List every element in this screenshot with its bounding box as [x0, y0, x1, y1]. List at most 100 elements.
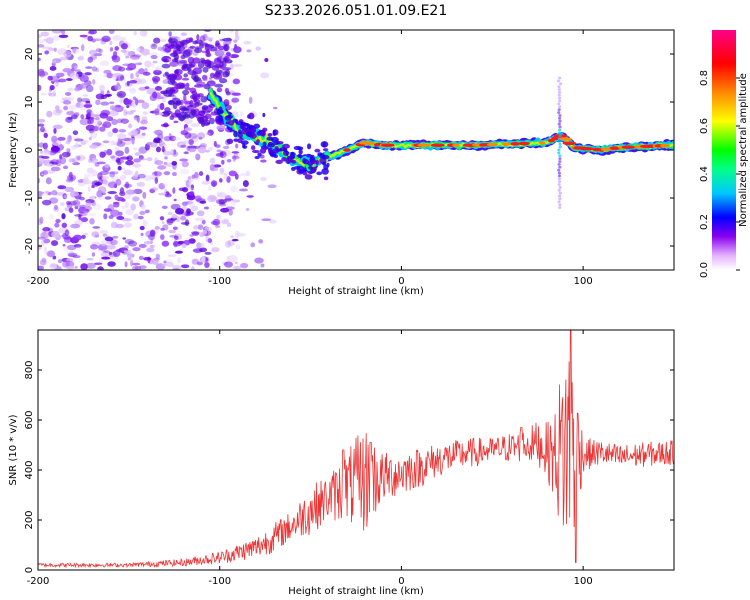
spectrogram-noise-blob — [141, 204, 146, 210]
spectrogram-noise-blob — [55, 109, 63, 114]
spectrogram-noise-blob — [95, 48, 102, 52]
spectrogram-noise-blob — [214, 83, 224, 88]
spectrogram-noise-blob — [184, 132, 192, 139]
spectrogram-noise-blob — [134, 62, 142, 66]
spectrogram-noise-blob — [88, 49, 98, 55]
spectrogram-spike-blob — [558, 197, 562, 201]
spectrogram-noise-blob — [86, 167, 94, 174]
spectrogram-spike-blob — [558, 180, 562, 184]
spectrogram-noise-blob — [208, 117, 215, 125]
spectrogram-noise-blob — [182, 140, 190, 145]
spectrogram-hot-spot — [621, 145, 636, 149]
spectrogram-noise-blob — [188, 200, 195, 209]
spectrogram-noise-blob — [59, 56, 69, 61]
colorbar-tick-label: 0.8 — [699, 70, 710, 86]
spectrogram-noise-blob — [38, 142, 45, 148]
spectrogram-noise-blob — [190, 123, 201, 127]
spectrogram-noise-blob — [133, 213, 139, 220]
spectrogram-noise-blob — [167, 99, 176, 106]
spectrogram-noise-blob — [154, 177, 159, 184]
spectrogram-noise-blob — [40, 92, 47, 96]
spectrogram-noise-blob — [175, 215, 181, 223]
spectrogram-noise-blob — [193, 225, 199, 230]
spectrogram-noise-blob — [234, 261, 238, 265]
spectrogram-ridge-blob — [224, 115, 232, 121]
spectrogram-ridge-blob — [237, 129, 242, 135]
spectrogram-noise-blob — [163, 122, 169, 128]
spectrogram-noise-blob — [216, 191, 224, 198]
spectrogram-noise-blob — [197, 224, 204, 230]
spectrogram-noise-blob — [212, 181, 216, 187]
spectrogram-noise-blob — [109, 110, 119, 116]
spectrogram-noise-blob — [194, 217, 205, 221]
spectrogram-noise-blob — [240, 111, 244, 117]
spectrogram-noise-blob — [112, 250, 121, 257]
spectrogram-noise-blob — [226, 222, 232, 227]
spectrogram-noise-blob — [51, 146, 61, 152]
spectrogram-noise-blob — [255, 46, 262, 51]
spectrogram-noise-blob — [93, 262, 103, 266]
spectrogram-noise-blob — [91, 184, 95, 189]
spectrogram-ridge-blob — [275, 159, 283, 165]
spectrogram-noise-blob — [62, 260, 70, 268]
spectrogram-noise-blob — [107, 181, 118, 188]
spectrogram-noise-blob — [224, 198, 234, 201]
spectrogram-noise-blob — [154, 85, 163, 91]
spectrogram-noise-blob — [100, 240, 108, 247]
spectrogram-noise-blob — [260, 72, 270, 79]
spectrogram-spike-blob — [557, 183, 561, 186]
spectrogram-spike-blob — [557, 177, 562, 181]
spectrogram-noise-blob — [124, 146, 130, 154]
spectrogram-noise-blob — [38, 236, 46, 240]
spectrogram-noise-blob — [204, 226, 213, 232]
spectrogram-noise-blob — [127, 103, 133, 107]
spectrogram-noise-blob — [184, 87, 191, 91]
spectrogram-noise-blob — [188, 61, 196, 68]
spectrogram-spike-blob — [557, 139, 562, 143]
spectrogram-noise-blob — [42, 170, 49, 175]
spectrogram-noise-blob — [52, 124, 63, 130]
spectrogram-noise-blob — [120, 49, 127, 53]
spectrogram-ridge-blob — [322, 161, 327, 166]
spectrogram-noise-blob — [196, 210, 205, 217]
spectrogram-noise-blob — [114, 46, 120, 51]
spectrogram-noise-blob — [83, 104, 93, 108]
spectrogram-noise-blob — [232, 78, 241, 85]
spectrogram-noise-blob — [197, 132, 206, 140]
spectrogram-noise-blob — [63, 236, 72, 244]
spectrogram-hot-spot — [562, 141, 577, 146]
spectrogram-noise-blob — [63, 195, 68, 199]
spectrogram-noise-blob — [61, 151, 71, 158]
spectrogram-noise-blob — [150, 43, 158, 50]
spectrogram-spike-blob — [558, 105, 562, 109]
spectrogram-noise-blob — [174, 68, 183, 75]
spectrogram-noise-blob — [222, 149, 231, 157]
spectrogram-noise-blob — [116, 215, 125, 220]
spectrogram-noise-blob — [164, 156, 168, 160]
spectrogram-noise-blob — [115, 150, 124, 157]
spectrogram-hot-spot — [380, 143, 395, 147]
spectrogram-noise-blob — [150, 55, 158, 60]
spectrogram-noise-blob — [173, 198, 177, 202]
spectrogram-noise-blob — [157, 165, 167, 170]
spectrogram-noise-blob — [193, 102, 203, 106]
snr-y-tick-label: 600 — [24, 410, 35, 429]
spectrogram-noise-blob — [179, 60, 188, 64]
spectrogram-noise-blob — [98, 197, 105, 201]
spectrogram-noise-blob — [125, 189, 136, 195]
spectrogram-noise-blob — [201, 180, 211, 185]
spectrogram-ridge-blob — [275, 148, 283, 152]
spectrogram-noise-blob — [124, 261, 128, 268]
spectrogram-noise-blob — [219, 178, 223, 183]
spectrogram-noise-blob — [195, 153, 201, 161]
spectrogram-noise-blob — [225, 91, 231, 96]
spectrogram-noise-blob — [167, 211, 173, 216]
spectrogram-noise-blob — [126, 88, 136, 92]
spectrogram-noise-blob — [38, 218, 42, 221]
spectrogram-noise-blob — [103, 150, 108, 156]
spectrogram-noise-blob — [261, 218, 272, 222]
spectrogram-noise-blob — [77, 97, 83, 103]
spectrogram-spike-blob — [558, 165, 562, 169]
spectrogram-ridge-blob — [236, 121, 244, 126]
